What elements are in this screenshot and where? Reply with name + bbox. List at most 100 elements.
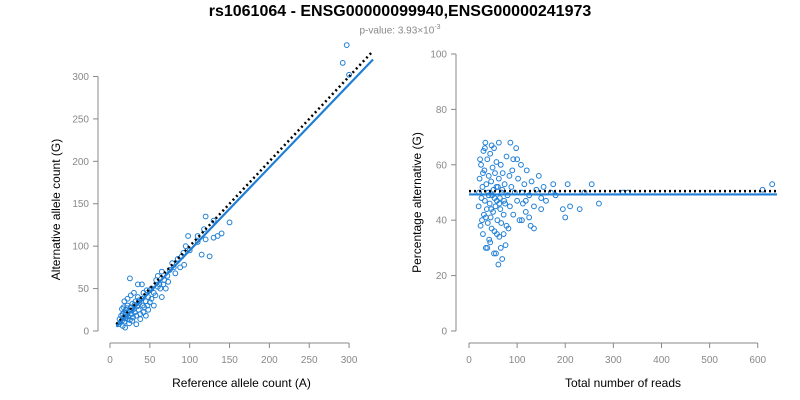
data-point xyxy=(519,217,525,224)
x-axis-label: Reference allele count (A) xyxy=(172,376,311,390)
data-point xyxy=(127,275,133,282)
data-point xyxy=(481,197,488,204)
y-tick-label: 200 xyxy=(72,157,89,168)
data-point xyxy=(210,217,217,224)
data-point xyxy=(533,186,540,193)
data-point xyxy=(185,233,192,239)
data-point xyxy=(522,208,529,215)
data-point xyxy=(121,298,128,305)
data-point xyxy=(481,145,488,152)
data-point xyxy=(540,184,547,190)
data-point xyxy=(124,302,131,309)
data-point xyxy=(485,172,492,179)
data-point xyxy=(488,206,495,213)
data-point xyxy=(538,206,545,213)
data-point xyxy=(343,42,350,48)
y-axis-label: Alternative allele count (G) xyxy=(49,139,63,280)
data-point xyxy=(482,214,489,221)
x-tick-label: 400 xyxy=(653,355,670,366)
data-point xyxy=(576,206,583,213)
data-point xyxy=(218,230,225,237)
y-tick-label: 20 xyxy=(436,271,448,282)
data-point xyxy=(516,217,523,224)
data-point xyxy=(152,292,159,299)
y-tick-label: 0 xyxy=(83,327,89,338)
data-point xyxy=(146,299,153,306)
data-point xyxy=(510,211,517,218)
data-point xyxy=(487,150,494,157)
data-point xyxy=(123,305,130,311)
data-point xyxy=(521,181,528,188)
y-tick-label: 100 xyxy=(72,242,89,253)
data-point xyxy=(514,156,521,163)
data-point xyxy=(522,197,529,204)
x-tick-label: 100 xyxy=(509,355,526,366)
data-point xyxy=(148,295,155,302)
x-tick-label: 0 xyxy=(107,355,113,366)
data-point xyxy=(134,281,141,288)
data-point xyxy=(198,251,205,258)
x-tick-label: 0 xyxy=(466,355,472,366)
data-point xyxy=(482,139,489,146)
data-point xyxy=(507,203,513,210)
data-point xyxy=(538,195,545,201)
data-point xyxy=(480,170,486,177)
data-point xyxy=(501,197,508,204)
pvalue-exponent: -3 xyxy=(434,24,441,31)
data-point xyxy=(514,197,521,204)
chart-title: rs1061064 - ENSG00000099940,ENSG00000241… xyxy=(208,3,592,20)
y-axis-label: Percentage alternative (G) xyxy=(410,132,424,273)
data-point xyxy=(483,181,490,188)
data-point xyxy=(489,164,496,171)
data-point xyxy=(488,178,495,185)
data-point xyxy=(162,285,169,292)
data-point xyxy=(499,186,506,193)
data-point xyxy=(128,307,135,314)
data-point xyxy=(127,292,134,299)
pvalue-label: p-value: xyxy=(359,25,396,37)
data-point xyxy=(477,156,483,163)
data-point xyxy=(528,178,535,185)
data-point xyxy=(202,213,209,220)
x-tick-label: 200 xyxy=(261,355,278,366)
data-point xyxy=(759,186,766,193)
data-point xyxy=(495,261,502,268)
data-point xyxy=(498,220,505,226)
y-tick-label: 80 xyxy=(436,105,448,116)
data-point xyxy=(486,236,493,243)
data-point xyxy=(476,175,483,182)
data-point xyxy=(202,236,209,243)
data-point xyxy=(503,153,510,160)
data-point xyxy=(150,302,157,309)
pvalue-mantissa: 3.93 xyxy=(397,25,418,37)
data-point xyxy=(140,309,147,316)
data-point xyxy=(497,245,504,251)
data-point xyxy=(531,225,537,232)
data-point xyxy=(500,231,507,237)
data-point xyxy=(142,312,149,319)
data-point xyxy=(508,184,515,190)
data-point xyxy=(480,148,487,154)
data-point xyxy=(484,220,491,226)
data-point xyxy=(509,167,516,174)
x-tick-label: 50 xyxy=(144,355,156,366)
x-tick-label: 100 xyxy=(181,355,198,366)
data-point xyxy=(493,250,499,257)
data-point xyxy=(158,268,165,275)
data-point xyxy=(172,270,179,277)
data-point xyxy=(518,161,524,168)
data-point xyxy=(500,211,507,218)
data-point xyxy=(339,60,346,66)
data-point xyxy=(507,139,514,146)
panel-allele-counts: 0 50 100 150 200 250 300 0 50 100 150 200 250 300 Refe… xyxy=(49,42,374,390)
data-point xyxy=(588,181,595,188)
data-point xyxy=(506,172,513,179)
x-tick-label: 250 xyxy=(301,355,318,366)
data-point xyxy=(503,222,510,229)
y-tick-label: 40 xyxy=(436,216,448,227)
data-point xyxy=(499,170,506,177)
y-tick-label: 0 xyxy=(441,327,447,338)
data-point xyxy=(520,200,526,207)
data-point xyxy=(510,156,517,163)
data-point xyxy=(527,222,534,229)
